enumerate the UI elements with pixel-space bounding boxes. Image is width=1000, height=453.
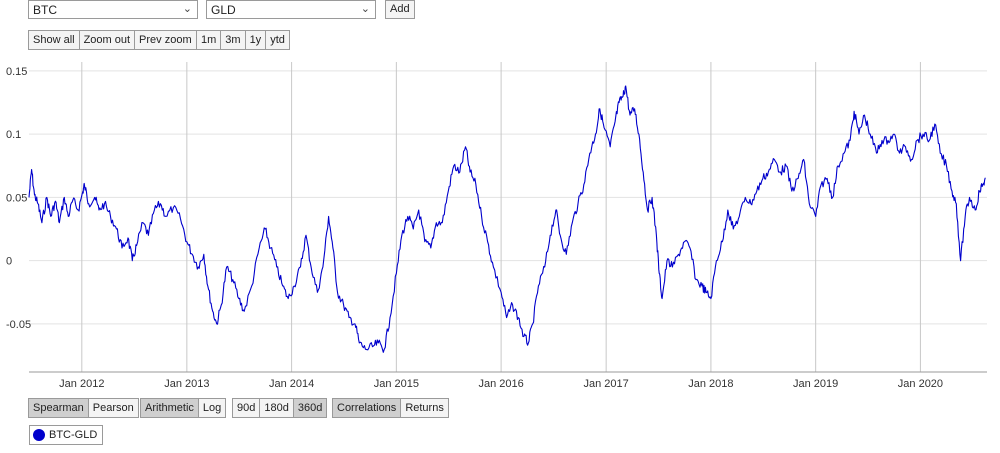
view-controls: Correlations Returns <box>332 398 449 418</box>
returns-button[interactable]: Returns <box>400 398 449 418</box>
show-all-button[interactable]: Show all <box>28 30 80 50</box>
scale-controls: Arithmetic Log <box>140 398 227 418</box>
y-tick-label: 0 <box>6 256 12 268</box>
x-tick-label: Jan 2020 <box>898 378 943 390</box>
series-line-btc-gld <box>28 85 986 353</box>
arithmetic-button[interactable]: Arithmetic <box>140 398 199 418</box>
x-tick-label: Jan 2012 <box>59 378 104 390</box>
zoom-out-button[interactable]: Zoom out <box>78 30 136 50</box>
window-360d-button[interactable]: 360d <box>292 398 328 418</box>
pearson-button[interactable]: Pearson <box>87 398 139 418</box>
chevron-down-icon: ⌄ <box>182 3 192 15</box>
asset1-select[interactable]: BTC ⌄ <box>28 0 198 19</box>
x-tick-label: Jan 2018 <box>688 378 733 390</box>
x-tick-label: Jan 2019 <box>793 378 838 390</box>
correlation-chart[interactable]: 0.15 0.1 0.05 0 -0.05 Jan 2012 Jan 2013 Jan 201… <box>0 62 1000 392</box>
x-tick-label: Jan 2016 <box>478 378 523 390</box>
window-180d-button[interactable]: 180d <box>259 398 294 418</box>
prev-zoom-button[interactable]: Prev zoom <box>134 30 197 50</box>
range-1y-button[interactable]: 1y <box>244 30 267 50</box>
range-controls: 1m 3m 1y ytd <box>196 30 290 50</box>
range-1m-button[interactable]: 1m <box>196 30 222 50</box>
range-3m-button[interactable]: 3m <box>220 30 246 50</box>
asset2-value: GLD <box>211 3 236 17</box>
asset1-value: BTC <box>33 3 57 17</box>
add-button[interactable]: Add <box>385 0 415 19</box>
y-tick-label: 0.05 <box>6 192 27 204</box>
x-tick-label: Jan 2015 <box>374 378 419 390</box>
y-tick-label: -0.05 <box>6 319 31 331</box>
legend-item[interactable]: BTC-GLD <box>29 425 104 445</box>
window-controls: 90d 180d 360d <box>232 398 328 418</box>
y-tick-label: 0.15 <box>6 66 27 78</box>
asset2-select[interactable]: GLD ⌄ <box>206 0 376 19</box>
y-tick-label: 0.1 <box>6 129 21 141</box>
x-tick-label: Jan 2014 <box>269 378 314 390</box>
log-button[interactable]: Log <box>197 398 227 418</box>
method-controls: Spearman Pearson <box>28 398 139 418</box>
correlations-button[interactable]: Correlations <box>332 398 402 418</box>
window-90d-button[interactable]: 90d <box>232 398 261 418</box>
series-color-dot <box>33 429 45 441</box>
x-tick-label: Jan 2017 <box>584 378 629 390</box>
legend-label: BTC-GLD <box>49 429 98 441</box>
zoom-controls: Show all Zoom out Prev zoom <box>28 30 197 50</box>
range-ytd-button[interactable]: ytd <box>265 30 290 50</box>
x-tick-label: Jan 2013 <box>164 378 209 390</box>
chevron-down-icon: ⌄ <box>360 3 370 15</box>
spearman-button[interactable]: Spearman <box>28 398 89 418</box>
